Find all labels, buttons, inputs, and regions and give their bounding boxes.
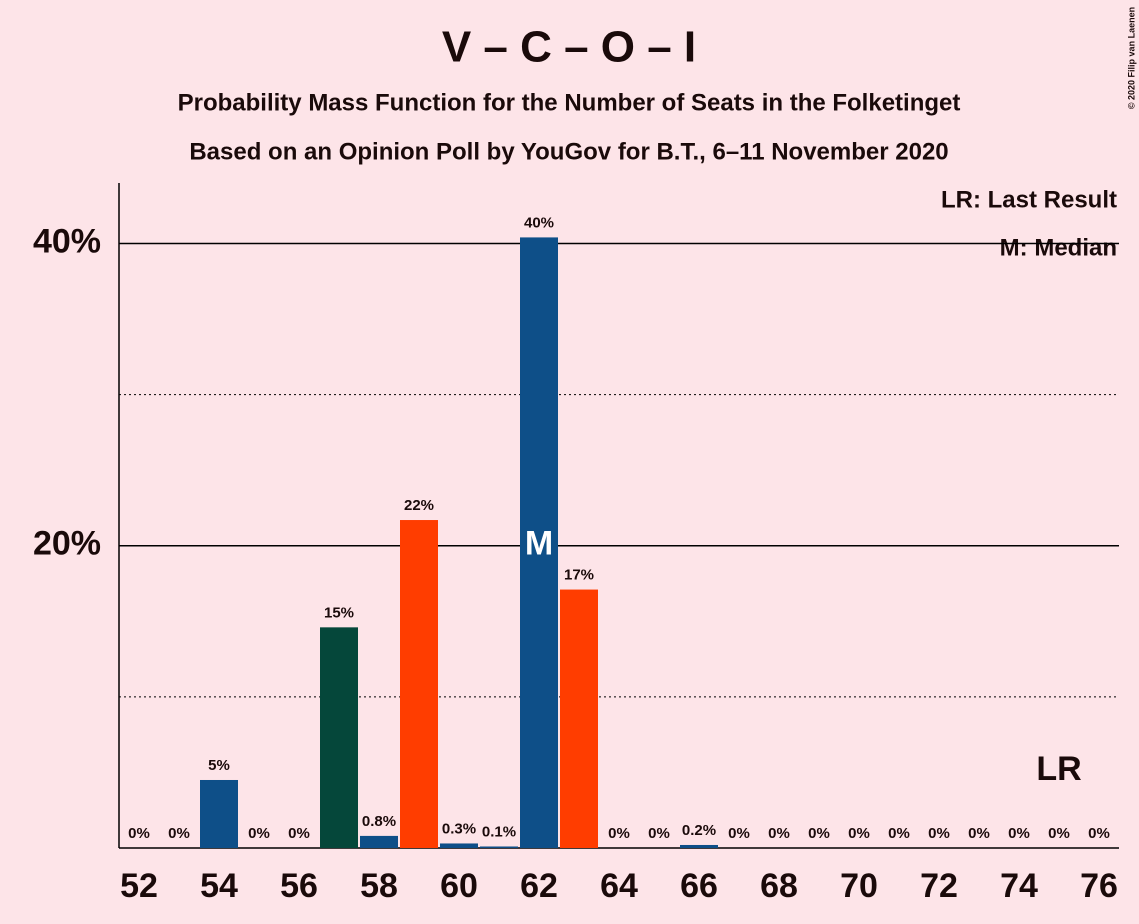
data-label: 17%	[564, 567, 594, 584]
data-label: 0%	[728, 825, 750, 842]
x-tick-label: 70	[840, 867, 878, 905]
x-tick-label: 76	[1080, 867, 1118, 905]
x-tick-label: 52	[120, 867, 158, 905]
data-label: 0.2%	[682, 822, 716, 839]
x-tick-label: 54	[200, 867, 238, 905]
data-label: 15%	[324, 604, 354, 621]
legend-entry: M: Median	[1000, 234, 1117, 261]
x-tick-label: 74	[1000, 867, 1038, 905]
data-label: 0%	[648, 825, 670, 842]
x-tick-label: 58	[360, 867, 398, 905]
data-label: 0%	[968, 825, 990, 842]
data-label: 0%	[1088, 825, 1110, 842]
x-tick-label: 62	[520, 867, 558, 905]
x-tick-label: 66	[680, 867, 718, 905]
chart-title: V – C – O – I	[442, 23, 696, 72]
bar	[520, 237, 558, 849]
last-result-marker: LR	[1036, 750, 1081, 788]
x-tick-label: 64	[600, 867, 638, 905]
data-label: 5%	[208, 757, 230, 774]
bar	[440, 843, 478, 848]
data-label: 0%	[288, 825, 310, 842]
legend-entry: LR: Last Result	[941, 186, 1117, 213]
bar	[400, 520, 438, 848]
bar	[200, 779, 238, 848]
data-label: 0%	[928, 825, 950, 842]
y-tick-label: 20%	[33, 525, 101, 563]
bar	[480, 846, 518, 848]
x-tick-label: 56	[280, 867, 318, 905]
data-label: 40%	[524, 214, 554, 231]
y-tick-label: 40%	[33, 222, 101, 260]
chart-subtitle: Probability Mass Function for the Number…	[178, 89, 961, 116]
data-label: 0%	[1048, 825, 1070, 842]
bar	[360, 835, 398, 848]
data-label: 0%	[888, 825, 910, 842]
data-label: 0%	[608, 825, 630, 842]
chart-subtitle: Based on an Opinion Poll by YouGov for B…	[189, 138, 948, 165]
data-label: 0.8%	[362, 813, 396, 830]
data-label: 0%	[1008, 825, 1030, 842]
x-tick-label: 72	[920, 867, 958, 905]
data-label: 0%	[848, 825, 870, 842]
data-label: 0.3%	[442, 820, 476, 837]
data-label: 0%	[168, 825, 190, 842]
bar	[680, 844, 718, 848]
data-label: 0%	[128, 825, 150, 842]
data-label: 0.1%	[482, 823, 516, 840]
data-label: 0%	[808, 825, 830, 842]
data-label: 0%	[248, 825, 270, 842]
data-label: 22%	[404, 497, 434, 514]
bar	[560, 589, 598, 848]
x-tick-label: 60	[440, 867, 478, 905]
median-marker: M	[525, 525, 553, 563]
bar	[320, 627, 358, 848]
x-tick-label: 68	[760, 867, 798, 905]
data-label: 0%	[768, 825, 790, 842]
copyright: © 2020 Filip van Laenen	[1126, 7, 1136, 109]
